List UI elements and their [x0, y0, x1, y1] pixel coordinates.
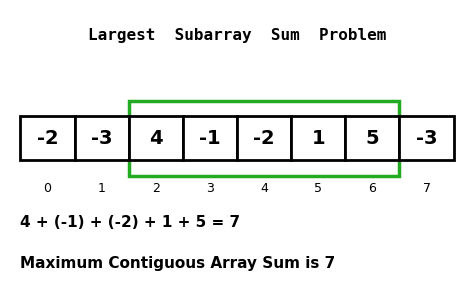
Text: -1: -1: [199, 129, 221, 148]
Bar: [183, 116, 237, 160]
Bar: [345, 116, 400, 160]
Bar: [129, 116, 183, 160]
Bar: [20, 116, 74, 160]
Bar: [291, 116, 345, 160]
Text: -2: -2: [36, 129, 58, 148]
Text: 4 + (-1) + (-2) + 1 + 5 = 7: 4 + (-1) + (-2) + 1 + 5 = 7: [20, 215, 240, 230]
Text: 5: 5: [365, 129, 379, 148]
Text: 3: 3: [206, 182, 214, 195]
Bar: [400, 116, 454, 160]
Text: 5: 5: [314, 182, 322, 195]
Text: -3: -3: [91, 129, 112, 148]
Text: 7: 7: [422, 182, 430, 195]
Text: 4: 4: [149, 129, 163, 148]
Text: -3: -3: [416, 129, 438, 148]
Text: 1: 1: [98, 182, 106, 195]
Text: Largest  Subarray  Sum  Problem: Largest Subarray Sum Problem: [88, 28, 386, 43]
Text: 4: 4: [260, 182, 268, 195]
Text: 1: 1: [311, 129, 325, 148]
Bar: [74, 116, 129, 160]
Text: -2: -2: [253, 129, 275, 148]
Text: 2: 2: [152, 182, 160, 195]
Text: 0: 0: [44, 182, 52, 195]
Bar: [129, 101, 400, 176]
Text: 6: 6: [368, 182, 376, 195]
Bar: [237, 116, 291, 160]
Text: Maximum Contiguous Array Sum is 7: Maximum Contiguous Array Sum is 7: [20, 255, 336, 271]
